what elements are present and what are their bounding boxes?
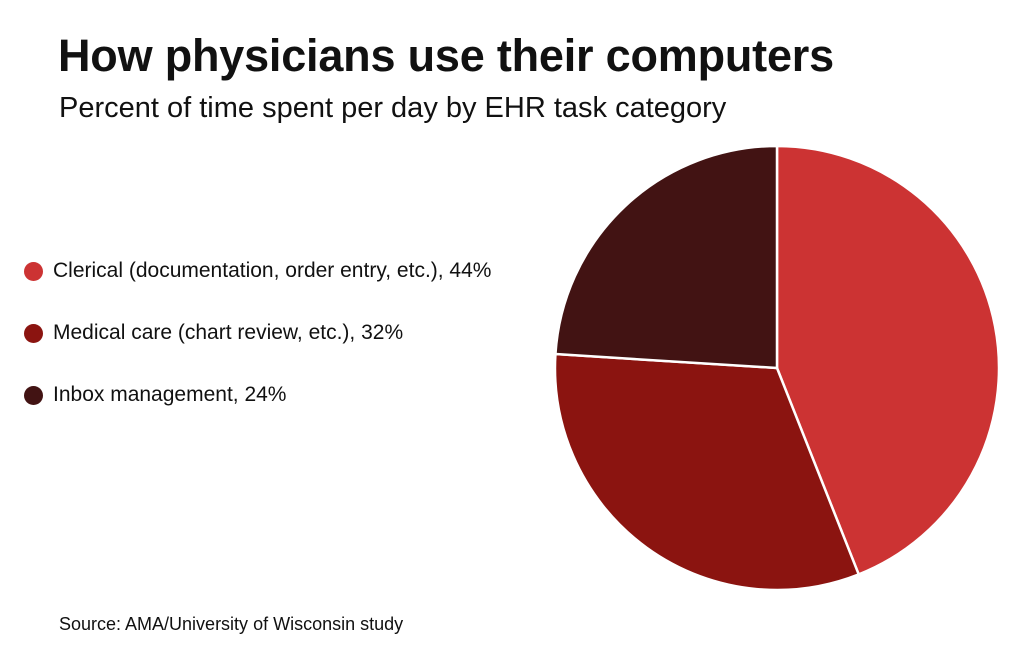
legend-swatch-inbox-management: [24, 385, 43, 405]
chart-subtitle: Percent of time spent per day by EHR tas…: [59, 92, 727, 124]
source-note: Source: AMA/University of Wisconsin stud…: [59, 614, 404, 634]
legend-label-clerical: Clerical (documentation, order entry, et…: [53, 259, 492, 282]
legend-swatch-medical-care: [24, 323, 43, 343]
pie-slice-clerical: [775, 144, 1001, 576]
pie-slice-medical-care: [553, 352, 860, 592]
pie-chart: [553, 144, 1001, 592]
legend-label-inbox-management: Inbox management, 24%: [53, 383, 287, 406]
legend-label-medical-care: Medical care (chart review, etc.), 32%: [53, 321, 404, 344]
legend-item-medical-care: Medical care (chart review, etc.), 32%: [24, 318, 491, 348]
chart-title: How physicians use their computers: [58, 30, 834, 81]
legend-item-clerical: Clerical (documentation, order entry, et…: [24, 256, 491, 286]
chart-legend: Clerical (documentation, order entry, et…: [24, 256, 491, 442]
legend-item-inbox-management: Inbox management, 24%: [24, 380, 491, 410]
pie-slice-inbox-management: [554, 144, 779, 370]
legend-swatch-clerical: [24, 261, 43, 281]
